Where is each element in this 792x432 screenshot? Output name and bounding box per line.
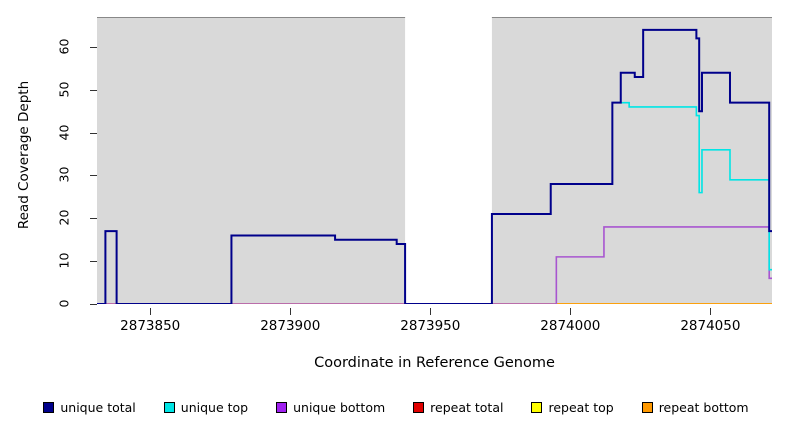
series-line-unique-total [97, 28, 772, 304]
y-tick-mark [90, 304, 97, 305]
y-tick-mark [90, 89, 97, 91]
x-tick-mark [290, 308, 292, 315]
y-tick-label: 30 [56, 167, 72, 183]
x-tick-label: 2874000 [540, 318, 601, 334]
chart-legend: unique total unique top unique bottom repea… [0, 396, 792, 418]
chart-canvas [97, 17, 772, 304]
y-tick-mark [90, 175, 97, 177]
legend-label: repeat bottom [658, 399, 749, 415]
legend-item: unique top [163, 399, 249, 415]
plot-area [97, 17, 772, 304]
y-axis-title: Read Coverage Depth [16, 80, 32, 230]
y-tick-mark [90, 46, 97, 48]
legend-label: repeat top [548, 399, 614, 415]
y-tick-label: 20 [56, 209, 72, 226]
y-axis-tick-labels: 0 10 20 30 40 50 60 [50, 0, 78, 432]
legend-swatch-icon [641, 401, 653, 413]
series-line-unique-top [612, 101, 772, 271]
x-tick-label: 2874050 [680, 318, 741, 334]
legend-item: repeat bottom [641, 399, 749, 415]
legend-item: repeat total [413, 400, 503, 415]
x-tick-label: 2873950 [400, 318, 461, 334]
y-tick-mark [90, 218, 97, 220]
x-tick-mark [710, 308, 712, 315]
legend-swatch-icon [43, 401, 55, 413]
legend-swatch-icon [531, 401, 543, 413]
panel-background-left [97, 17, 406, 304]
legend-swatch-icon [163, 401, 175, 413]
legend-item: unique bottom [276, 400, 385, 415]
x-tick-label: 2873900 [260, 318, 321, 334]
x-tick-mark [430, 308, 432, 315]
y-tick-label: 50 [56, 81, 72, 98]
x-axis-title: Coordinate in Reference Genome [314, 355, 555, 371]
y-tick-label: 60 [56, 38, 72, 55]
legend-label: unique total [60, 399, 136, 415]
x-tick-label: 2873850 [120, 318, 181, 334]
legend-label: unique bottom [293, 399, 386, 415]
legend-label: unique top [180, 399, 249, 415]
legend-swatch-icon [276, 401, 288, 413]
y-tick-mark [90, 261, 97, 263]
legend-swatch-icon [413, 401, 425, 413]
y-tick-mark [90, 132, 97, 134]
y-tick-label: 0 [56, 299, 72, 308]
x-tick-mark [570, 308, 572, 315]
x-tick-mark [150, 308, 152, 315]
legend-label: repeat total [430, 399, 504, 415]
panel-background-right [491, 17, 772, 304]
y-tick-label: 10 [56, 252, 72, 269]
legend-item: repeat top [531, 399, 614, 415]
y-tick-label: 40 [56, 124, 72, 141]
legend-item: unique total [43, 399, 136, 415]
